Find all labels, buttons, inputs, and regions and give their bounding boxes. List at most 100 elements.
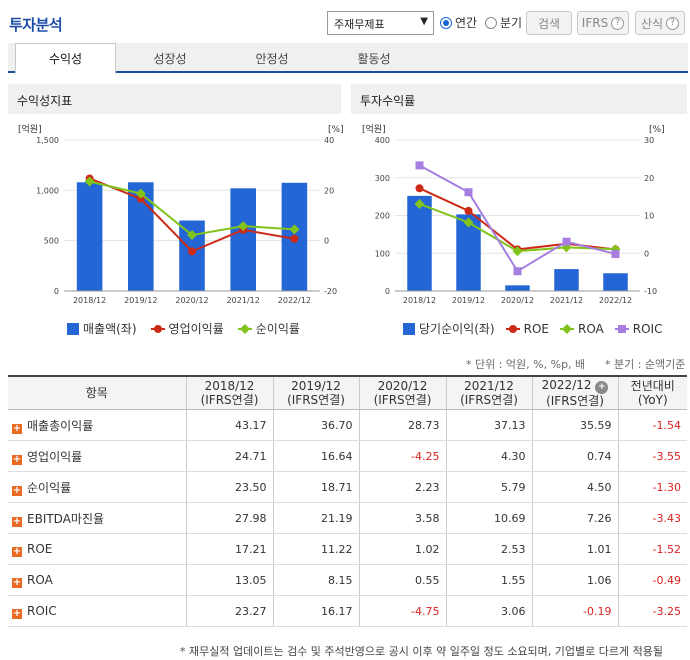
chart-panel-header-returns: 투자수익률 — [351, 84, 687, 114]
x-tick-label: 2022/12 — [599, 296, 632, 305]
x-tick-label: 2019/12 — [452, 296, 485, 305]
table-row: + 매출총이익률 43.17 36.70 28.73 37.13 35.59 -1.54 — [8, 409, 687, 441]
expand-plus-icon[interactable]: + — [12, 422, 22, 434]
expand-plus-icon[interactable]: + — [12, 545, 22, 557]
data-point-circle — [136, 194, 145, 203]
data-point-square — [513, 267, 522, 276]
data-point-circle — [290, 234, 299, 243]
row-label[interactable]: + ROIC — [8, 595, 186, 627]
y-tick-label-right: 40 — [324, 136, 334, 145]
question-icon: ? — [611, 16, 625, 30]
statement-type-select[interactable]: 주재무제표 ▼ — [327, 11, 434, 35]
tab-activity[interactable]: 활동성 — [320, 43, 428, 73]
column-header: 2018/12 (IFRS연결) — [185, 376, 273, 410]
legend-bar-swatch-icon — [67, 322, 79, 335]
ifrs-help-button[interactable]: IFRS ? — [577, 11, 629, 35]
legend-item-line: ROE — [505, 321, 549, 336]
expand-plus-icon[interactable]: + — [12, 453, 22, 465]
tab-label: 안정성 — [255, 51, 289, 66]
table-cell: 37.13 — [445, 409, 532, 441]
expand-plus-icon[interactable]: + — [12, 515, 22, 527]
expand-plus-icon[interactable]: + — [12, 576, 22, 588]
legend-label: ROE — [523, 321, 549, 336]
yoy-cell: -1.30 — [617, 471, 687, 503]
chart-title: 투자수익률 — [360, 94, 416, 108]
column-header: 2021/12 (IFRS연결) — [445, 376, 532, 410]
table-row: + ROIC 23.27 16.17 -4.75 3.06 -0.19 -3.25 — [8, 595, 687, 627]
series-line — [419, 187, 616, 251]
legend-item-bar: 당기순이익(좌) — [403, 320, 495, 337]
expand-plus-icon[interactable]: + — [12, 607, 22, 619]
y-tick-label-left: 0 — [385, 287, 390, 296]
table-cell: 2.53 — [445, 533, 532, 565]
legend-profitability: 매출액(좌) 영업이익률 순이익률 — [67, 320, 300, 337]
table-cell: 1.06 — [531, 564, 618, 596]
legend-label: 매출액(좌) — [83, 322, 137, 336]
data-point-square — [415, 161, 424, 170]
y-tick-label-left: 200 — [375, 212, 390, 221]
tab-stability[interactable]: 안정성 — [218, 43, 326, 73]
table-cell: -0.19 — [531, 595, 618, 627]
legend-line-marker-icon — [150, 324, 165, 333]
data-point-diamond — [561, 242, 572, 253]
legend-line-marker-icon — [614, 324, 629, 333]
row-label[interactable]: + ROE — [8, 533, 186, 565]
tab-growth[interactable]: 성장성 — [116, 43, 224, 73]
table-row: + 영업이익률 24.71 16.64 -4.25 4.30 0.74 -3.55 — [8, 440, 687, 472]
legend-label: ROA — [577, 321, 604, 336]
y-tick-label-left: 300 — [375, 174, 390, 183]
row-label[interactable]: + 매출총이익률 — [8, 409, 186, 441]
legend-item-line: 순이익률 — [237, 320, 300, 337]
row-label[interactable]: + EBITDA마진율 — [8, 502, 186, 534]
table-cell: 1.01 — [531, 533, 618, 565]
table-cell: 27.98 — [185, 502, 273, 534]
table-header-row: 항목 2018/12 (IFRS연결) 2019/12 (IFRS연결) 2020/… — [8, 376, 687, 410]
plus-circle-icon[interactable]: + — [595, 381, 609, 394]
profitability-chart: [억원] [%] 0 -20 500 0 1,000 20 1,500 40 2018/12 2019… — [18, 123, 344, 305]
table-cell: 13.05 — [185, 564, 273, 596]
legend-item-line: 영업이익률 — [150, 320, 224, 337]
radio-unchecked-icon — [485, 16, 497, 29]
column-header: 2020/12 (IFRS연결) — [358, 376, 446, 410]
data-point-diamond — [414, 198, 425, 209]
data-point-square — [562, 237, 571, 246]
yoy-cell: -1.52 — [617, 533, 687, 565]
formula-help-button[interactable]: 산식 ? — [635, 11, 685, 35]
yoy-cell: -3.25 — [617, 595, 687, 627]
x-tick-label: 2018/12 — [403, 296, 436, 305]
table-cell: 11.22 — [272, 533, 359, 565]
search-button[interactable]: 검색 — [526, 11, 572, 35]
chevron-down-icon: ▼ — [420, 16, 428, 27]
row-label[interactable]: + 영업이익률 — [8, 440, 186, 472]
row-label[interactable]: + ROA — [8, 564, 186, 596]
bar — [76, 182, 103, 291]
yoy-cell: -1.54 — [617, 409, 687, 441]
question-icon: ? — [666, 16, 680, 30]
expand-plus-icon[interactable]: + — [12, 484, 22, 496]
table-cell: 4.50 — [531, 471, 618, 503]
x-tick-label: 2020/12 — [501, 296, 534, 305]
item-column-header: 항목 — [8, 376, 186, 410]
y-tick-label-left: 1,000 — [36, 186, 59, 195]
table-row: + EBITDA마진율 27.98 21.19 3.58 10.69 7.26 -3.43 — [8, 502, 687, 534]
ifrs-button-label: IFRS — [581, 16, 609, 30]
radio-quarter[interactable]: 분기 — [485, 14, 522, 31]
legend-label: 영업이익률 — [168, 322, 224, 336]
row-label[interactable]: + 순이익률 — [8, 471, 186, 503]
column-header: 2019/12 (IFRS연결) — [272, 376, 359, 410]
y-tick-label-right: 30 — [644, 136, 654, 145]
legend-label: ROIC — [632, 321, 663, 336]
table-cell: 36.70 — [272, 409, 359, 441]
data-point-square — [464, 188, 473, 197]
returns-chart: [억원] [%] 0 -10 100 0 200 10 300 20 400 30 2018/12 201… — [362, 123, 665, 305]
footer-note: * 재무실적 업데이트는 검수 및 주석반영으로 공시 이후 약 일주일 정도 … — [180, 645, 663, 658]
table-cell: 8.15 — [272, 564, 359, 596]
data-point-diamond — [512, 246, 523, 257]
tab-profitability[interactable]: 수익성 — [15, 43, 116, 75]
x-tick-label: 2021/12 — [227, 296, 260, 305]
x-tick-label: 2018/12 — [73, 296, 106, 305]
unit-note: * 단위 : 억원, %, %p, 배 — [466, 358, 586, 371]
radio-annual[interactable]: 연간 — [440, 14, 477, 31]
select-value: 주재무제표 — [334, 18, 385, 31]
data-point-diamond — [84, 176, 95, 187]
